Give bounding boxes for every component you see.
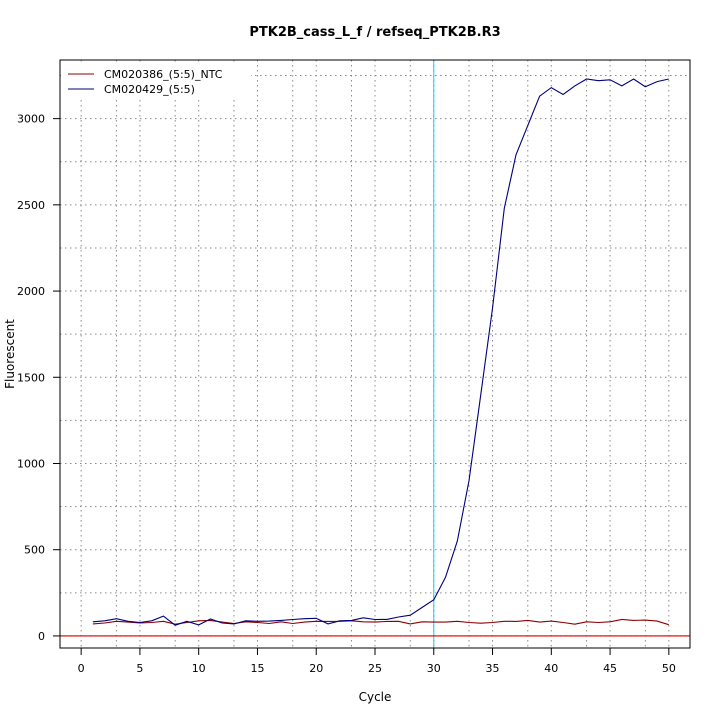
legend-box xyxy=(61,62,251,100)
x-tick-label: 15 xyxy=(250,662,264,675)
x-tick-label: 40 xyxy=(544,662,558,675)
x-tick-label: 20 xyxy=(309,662,323,675)
y-axis: 0 500 1000 1500 2000 2500 3000 xyxy=(17,113,60,643)
x-tick-label: 30 xyxy=(427,662,441,675)
plot-frame xyxy=(59,59,691,649)
y-tick-label: 2000 xyxy=(17,285,45,298)
legend: CM020386_(5:5)_NTC CM020429_(5:5) xyxy=(61,62,251,100)
x-tick-label: 50 xyxy=(662,662,676,675)
series-line xyxy=(92,78,669,626)
y-tick-label: 1500 xyxy=(17,371,45,384)
x-tick-label: 0 xyxy=(78,662,85,675)
legend-entry-label: CM020386_(5:5)_NTC xyxy=(104,68,223,81)
x-axis-label: Cycle xyxy=(359,690,392,704)
x-tick-label: 10 xyxy=(192,662,206,675)
chart-title: PTK2B_cass_L_f / refseq_PTK2B.R3 xyxy=(249,25,500,40)
y-tick-label: 2500 xyxy=(17,199,45,212)
y-tick-label: 500 xyxy=(24,544,45,557)
y-tick-label: 3000 xyxy=(17,113,45,126)
x-tick-label: 5 xyxy=(136,662,143,675)
y-tick-label: 0 xyxy=(38,630,45,643)
series-layer xyxy=(60,78,690,637)
x-tick-label: 25 xyxy=(368,662,382,675)
y-tick-label: 1000 xyxy=(17,457,45,470)
x-tick-label: 45 xyxy=(603,662,617,675)
x-axis: 0 5 10 15 20 25 30 35 40 45 50 xyxy=(78,648,676,675)
grid-lines xyxy=(60,60,690,648)
legend-entry-label: CM020429_(5:5) xyxy=(104,83,195,96)
x-tick-label: 35 xyxy=(486,662,500,675)
y-axis-label: Fluorescent xyxy=(3,319,17,389)
